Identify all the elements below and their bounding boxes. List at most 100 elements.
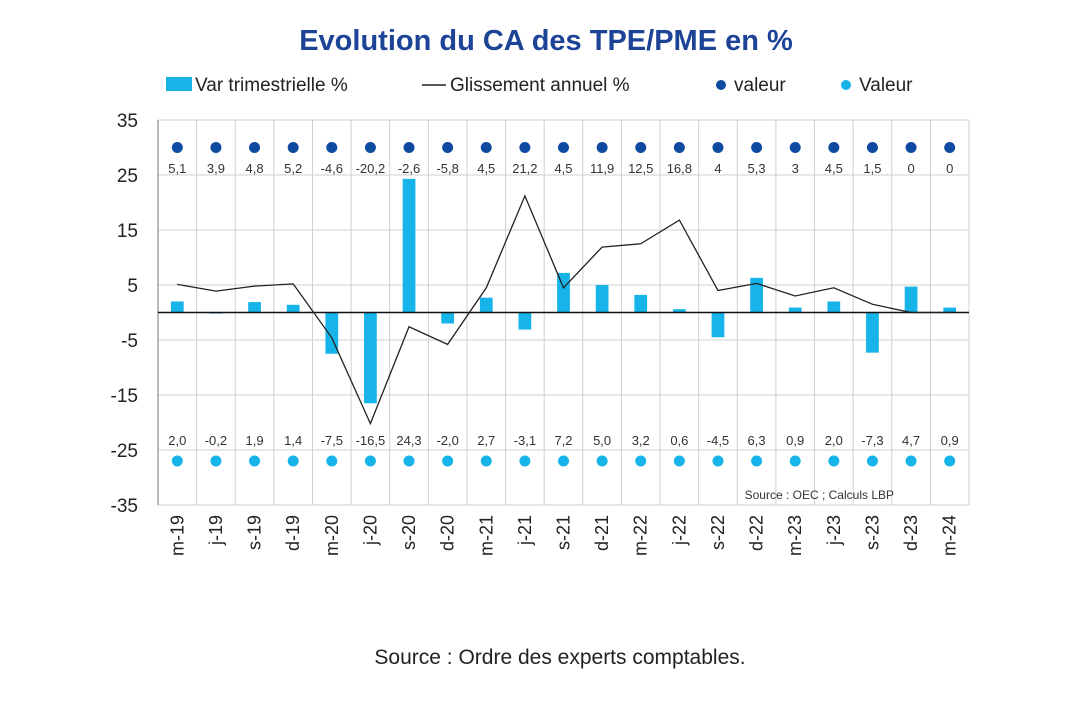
marker-valeur xyxy=(249,142,261,153)
marker-valeur xyxy=(171,142,183,153)
x-tick-label: s-20 xyxy=(399,515,419,550)
x-tick-label: d-22 xyxy=(747,515,767,551)
x-tick-label: m-23 xyxy=(785,515,805,556)
marker-valeur-light xyxy=(519,455,531,467)
label-glissement-annuel: 5,3 xyxy=(748,161,766,176)
bar-var-trimestrielle xyxy=(170,301,184,313)
label-glissement-annuel: 4,8 xyxy=(246,161,264,176)
marker-valeur-light xyxy=(635,455,647,467)
marker-valeur xyxy=(635,142,647,153)
marker-valeur xyxy=(751,142,763,153)
bar-var-trimestrielle xyxy=(557,272,570,313)
label-glissement-annuel: 16,8 xyxy=(667,161,692,176)
label-var-trimestrielle: 2,0 xyxy=(825,433,843,448)
bar-var-trimestrielle xyxy=(402,178,416,313)
label-var-trimestrielle: 1,9 xyxy=(246,433,264,448)
label-var-trimestrielle: 2,0 xyxy=(168,433,186,448)
marker-valeur-light xyxy=(905,455,917,467)
marker-valeur xyxy=(944,142,956,153)
legend-bar-swatch xyxy=(166,77,192,91)
marker-valeur xyxy=(596,142,608,153)
inner-source-annotation: Source : OEC ; Calculs LBP xyxy=(745,488,894,502)
label-glissement-annuel: 3 xyxy=(792,161,799,176)
x-tick-label: j-21 xyxy=(515,515,535,546)
y-tick-label: 25 xyxy=(117,166,138,187)
legend-marker-dark xyxy=(716,80,726,90)
label-var-trimestrielle: -0,2 xyxy=(205,433,227,448)
marker-valeur-light xyxy=(287,455,299,467)
y-tick-label: 15 xyxy=(117,221,138,242)
label-glissement-annuel: 11,9 xyxy=(590,161,614,176)
x-tick-label: j-23 xyxy=(824,515,844,546)
label-glissement-annuel: 4,5 xyxy=(554,161,572,176)
marker-valeur-light xyxy=(828,455,840,467)
label-glissement-annuel: 1,5 xyxy=(863,161,881,176)
marker-valeur-light xyxy=(866,455,878,467)
label-var-trimestrielle: -2,0 xyxy=(436,433,458,448)
label-glissement-annuel: 4 xyxy=(714,161,721,176)
bar-var-trimestrielle xyxy=(364,312,377,404)
x-tick-label: j-20 xyxy=(360,515,380,546)
x-tick-label: s-21 xyxy=(554,515,574,550)
label-var-trimestrielle: -7,3 xyxy=(861,433,883,448)
label-glissement-annuel: -4,6 xyxy=(321,161,343,176)
y-tick-label: -35 xyxy=(111,496,138,517)
marker-valeur xyxy=(326,142,338,153)
x-tick-label: m-22 xyxy=(631,515,651,556)
x-tick-label: d-20 xyxy=(438,515,458,551)
bar-var-trimestrielle xyxy=(248,302,261,313)
marker-valeur xyxy=(403,142,415,153)
x-tick-label: d-23 xyxy=(901,515,921,551)
marker-valeur xyxy=(712,142,724,153)
x-tick-label: s-23 xyxy=(863,515,883,550)
marker-valeur xyxy=(828,142,840,153)
legend: Var trimestrielle % Glissement annuel % … xyxy=(166,75,913,96)
marker-valeur xyxy=(558,142,569,153)
marker-valeur-light xyxy=(364,455,376,467)
bar-var-trimestrielle xyxy=(479,297,493,313)
footer-source: Source : Ordre des experts comptables. xyxy=(374,646,745,669)
label-var-trimestrielle: 0,9 xyxy=(941,433,959,448)
x-tick-label: m-24 xyxy=(940,515,960,556)
y-tick-label: -25 xyxy=(111,441,138,462)
marker-valeur-light xyxy=(403,455,415,467)
marker-valeur xyxy=(210,142,222,153)
bar-var-trimestrielle xyxy=(711,312,725,338)
label-glissement-annuel: 3,9 xyxy=(207,161,225,176)
label-glissement-annuel: 4,5 xyxy=(477,161,495,176)
label-glissement-annuel: -2,6 xyxy=(398,161,420,176)
label-glissement-annuel: 0 xyxy=(907,161,914,176)
marker-valeur-light xyxy=(712,455,724,467)
marker-valeur xyxy=(287,142,299,153)
label-var-trimestrielle: 2,7 xyxy=(477,433,495,448)
legend-label-valeur-light: Valeur xyxy=(859,75,913,96)
marker-valeur xyxy=(480,142,492,153)
label-glissement-annuel: -20,2 xyxy=(356,161,386,176)
label-glissement-annuel: 12,5 xyxy=(628,161,653,176)
label-var-trimestrielle: -7,5 xyxy=(321,433,343,448)
label-glissement-annuel: 0 xyxy=(946,161,953,176)
bar-var-trimestrielle xyxy=(672,309,686,313)
x-tick-label: s-22 xyxy=(708,515,728,550)
label-glissement-annuel: 5,2 xyxy=(284,161,302,176)
x-tick-label: d-19 xyxy=(283,515,303,551)
marker-valeur xyxy=(866,142,878,153)
label-glissement-annuel: 4,5 xyxy=(825,161,843,176)
line-glissement-annuel xyxy=(177,194,950,426)
label-var-trimestrielle: 0,6 xyxy=(670,433,688,448)
label-var-trimestrielle: 5,0 xyxy=(593,433,611,448)
label-var-trimestrielle: 4,7 xyxy=(902,433,920,448)
y-tick-label: 35 xyxy=(117,111,138,132)
y-tick-label: 5 xyxy=(127,276,138,297)
chart-title: Evolution du CA des TPE/PME en % xyxy=(299,25,793,57)
x-tick-label: m-19 xyxy=(167,515,187,556)
bar-var-trimestrielle xyxy=(788,307,802,313)
marker-valeur-light xyxy=(326,455,338,467)
bar-var-trimestrielle xyxy=(634,294,648,313)
x-tick-label: d-21 xyxy=(592,515,612,551)
bar-var-trimestrielle xyxy=(286,304,300,313)
bar-var-trimestrielle xyxy=(943,307,957,313)
label-glissement-annuel: -5,8 xyxy=(436,161,458,176)
marker-valeur xyxy=(905,142,917,153)
